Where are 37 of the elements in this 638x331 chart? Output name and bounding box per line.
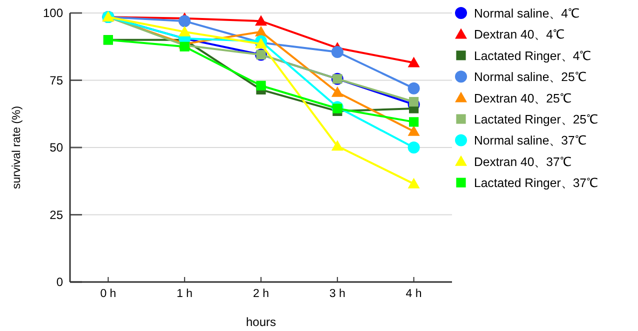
point bbox=[178, 26, 191, 36]
legend-label: Lactated Ringer、25℃ bbox=[474, 112, 598, 126]
point bbox=[255, 15, 267, 26]
legend-label: Normal saline、25℃ bbox=[474, 70, 586, 84]
y-tick-label: 100 bbox=[42, 6, 64, 20]
x-tick-label: 0 h bbox=[100, 288, 116, 300]
legend-label: Lactated Ringer、4℃ bbox=[474, 48, 591, 63]
y-tick-label: 75 bbox=[50, 73, 64, 88]
x-tick-label: 3 h bbox=[329, 288, 346, 300]
point bbox=[332, 104, 342, 114]
point bbox=[256, 80, 266, 90]
point bbox=[408, 56, 420, 68]
point bbox=[178, 15, 191, 28]
x-tick-label: 4 h bbox=[406, 288, 422, 300]
legend-label: Normal saline、37℃ bbox=[474, 134, 586, 148]
point bbox=[409, 96, 419, 107]
point bbox=[408, 142, 420, 154]
y-tick-label: 25 bbox=[50, 208, 64, 222]
point bbox=[408, 125, 420, 136]
x-axis-title: hours bbox=[246, 315, 276, 329]
legend-label: Normal saline、4℃ bbox=[474, 6, 580, 20]
y-tick-label: 50 bbox=[50, 140, 64, 154]
x-tick-label: 2 h bbox=[253, 288, 269, 300]
point bbox=[331, 86, 344, 97]
point bbox=[409, 117, 419, 127]
point bbox=[408, 82, 420, 94]
legend-label: Dextran 40、37℃ bbox=[474, 154, 571, 169]
point bbox=[331, 140, 344, 151]
legend-label: Dextran 40、25℃ bbox=[474, 91, 571, 106]
legend-label: Lactated Ringer、37℃ bbox=[474, 176, 598, 190]
point bbox=[408, 178, 420, 188]
y-axis-title: survival rate (%) bbox=[11, 106, 23, 190]
point bbox=[331, 46, 344, 58]
point bbox=[255, 26, 267, 36]
x-tick-label: 1 h bbox=[176, 288, 193, 300]
legend-label: Dextran 40、4℃ bbox=[474, 28, 564, 42]
y-tick-label: 0 bbox=[56, 275, 64, 289]
